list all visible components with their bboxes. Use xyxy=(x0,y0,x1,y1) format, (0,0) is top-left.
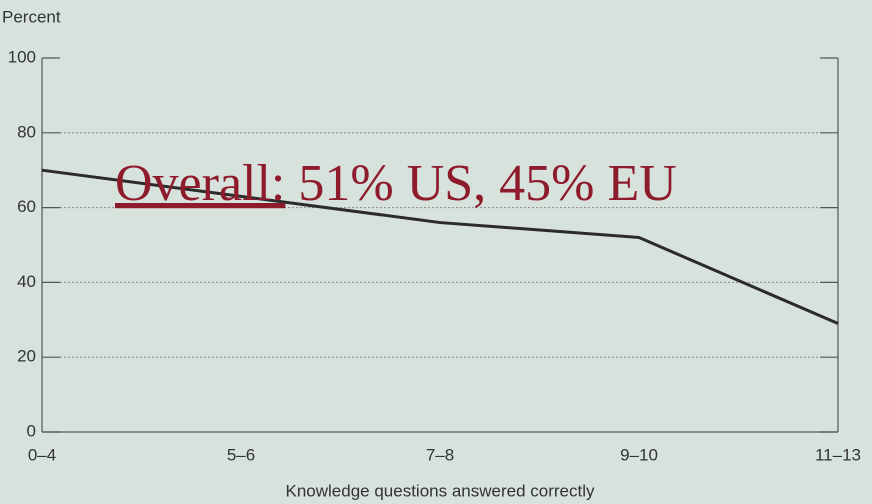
x-axis-label: Knowledge questions answered correctly xyxy=(285,481,595,500)
y-tick-label: 100 xyxy=(8,47,36,66)
y-tick-label: 60 xyxy=(17,197,36,216)
y-tick-label: 20 xyxy=(17,347,36,366)
x-tick-label: 5–6 xyxy=(227,445,255,464)
annotation-text: 51% US, 45% EU xyxy=(298,155,676,212)
x-tick-label: 0–4 xyxy=(28,445,56,464)
x-tick-label: 11–13 xyxy=(815,445,861,464)
data-line xyxy=(41,168,839,325)
x-tick-label: 9–10 xyxy=(620,445,658,464)
annotation: Overall: 51% US, 45% EU xyxy=(115,155,677,212)
y-axis-label: Percent xyxy=(2,7,61,26)
y-tick-label: 40 xyxy=(17,272,36,291)
x-tick-label: 7–8 xyxy=(426,445,454,464)
annotation-link[interactable]: Overall: xyxy=(115,155,285,212)
y-tick-label: 80 xyxy=(17,122,36,141)
y-tick-label: 0 xyxy=(27,421,36,440)
